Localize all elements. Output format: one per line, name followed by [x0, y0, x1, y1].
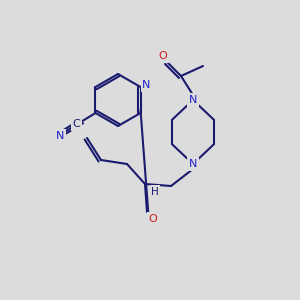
Text: C: C — [72, 119, 80, 129]
Text: N: N — [142, 80, 151, 90]
Text: N: N — [189, 159, 197, 169]
Text: H: H — [151, 187, 159, 197]
Text: O: O — [159, 51, 167, 61]
Text: N: N — [56, 131, 64, 141]
Text: N: N — [189, 95, 197, 105]
Text: O: O — [148, 214, 158, 224]
